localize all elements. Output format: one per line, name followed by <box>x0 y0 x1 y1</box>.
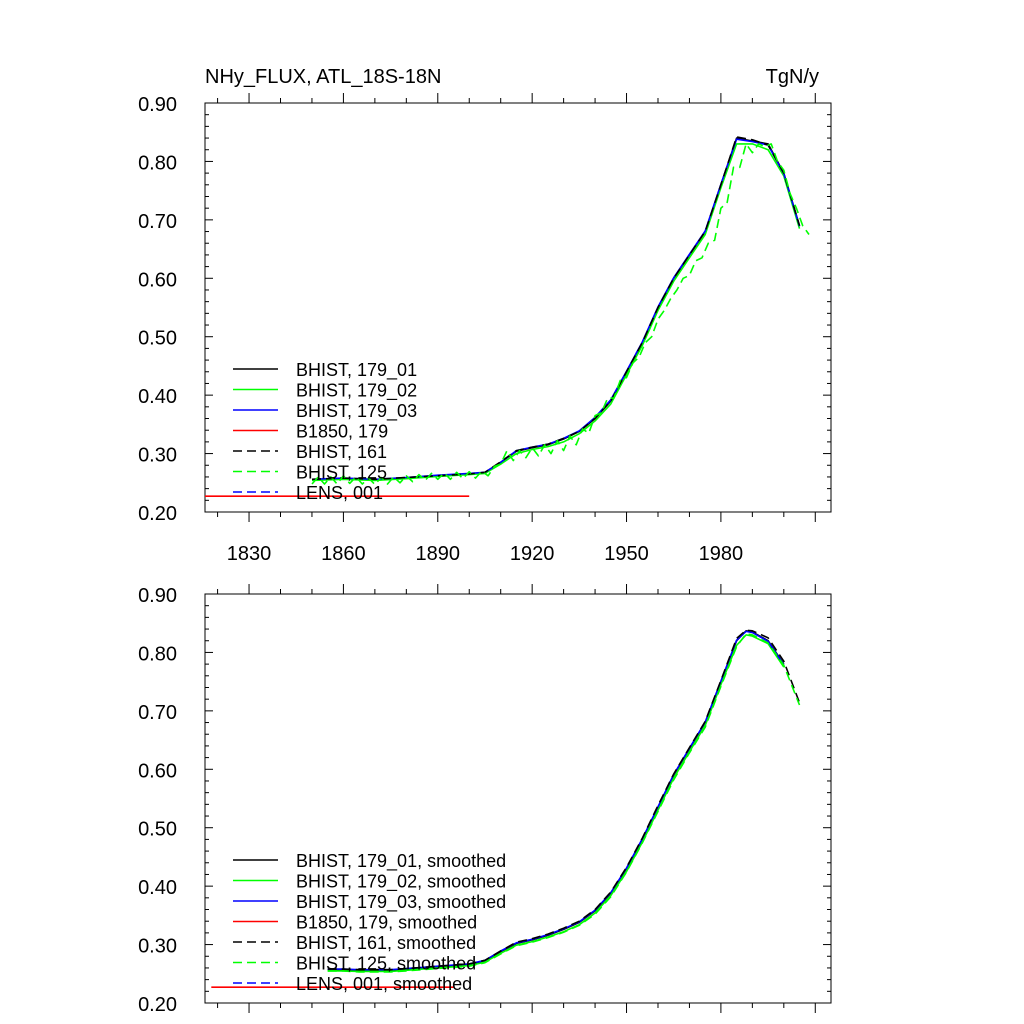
legend-label: BHIST, 179_03 <box>296 401 417 422</box>
y-tick-label: 0.50 <box>138 819 177 841</box>
series-line-4 <box>327 629 801 971</box>
legend-label: BHIST, 125 <box>296 463 387 483</box>
legend-label: BHIST, 161 <box>296 442 387 462</box>
x-tick-label: 1890 <box>416 543 461 565</box>
legend-label: BHIST, 161, smoothed <box>296 933 476 953</box>
x-tick-label: 1920 <box>510 543 555 565</box>
y-tick-label: 0.80 <box>138 152 177 174</box>
plot-frame <box>204 593 832 1004</box>
legend-label: LENS, 001 <box>296 483 383 503</box>
bottom-panel: 0.20 0.30 0.40 0.50 0.60 0.70 0.80 0.90 BHIST, 1… <box>138 584 832 1016</box>
legend-label: BHIST, 179_02 <box>296 381 417 402</box>
x-tick-label: 1860 <box>321 543 366 565</box>
plot-frame <box>204 102 832 513</box>
chart-title: NHy_FLUX, ATL_18S-18N <box>205 66 441 88</box>
y-tick-label: 0.60 <box>138 269 177 291</box>
units-label: TgN/y <box>766 66 819 88</box>
x-tick-label: 1950 <box>604 543 649 565</box>
top-panel: 0.20 0.30 0.40 0.50 0.60 0.70 0.80 0.90 1830 1860… <box>138 66 832 565</box>
y-tick-label: 0.20 <box>138 503 177 525</box>
y-tick-label: 0.90 <box>138 585 177 607</box>
series-group <box>205 136 810 498</box>
y-tick-label: 0.80 <box>138 643 177 665</box>
y-tick-label: 0.20 <box>138 994 177 1016</box>
legend-label: B1850, 179 <box>296 422 388 442</box>
y-tick-label: 0.90 <box>138 94 177 116</box>
series-line-5 <box>327 632 801 973</box>
legend-label: BHIST, 179_02, smoothed <box>296 872 506 893</box>
legend-label: BHIST, 179_01, smoothed <box>296 851 506 872</box>
y-tick-label: 0.60 <box>138 760 177 782</box>
legend-label: LENS, 001, smoothed <box>296 974 472 994</box>
legend-label: BHIST, 179_01 <box>296 360 417 381</box>
y-tick-label: 0.40 <box>138 386 177 408</box>
y-tick-label: 0.30 <box>138 445 177 467</box>
legend-label: B1850, 179, smoothed <box>296 913 477 933</box>
legend-label: BHIST, 125, smoothed <box>296 954 476 974</box>
legend-label: BHIST, 179_03, smoothed <box>296 892 506 913</box>
series-group <box>211 629 801 989</box>
y-tick-label: 0.40 <box>138 877 177 899</box>
series-line-1 <box>311 143 801 482</box>
y-tick-label: 0.30 <box>138 936 177 958</box>
y-tick-label: 0.50 <box>138 328 177 350</box>
series-line-4 <box>311 136 801 481</box>
y-tick-label: 0.70 <box>138 211 177 233</box>
x-tick-label: 1830 <box>227 543 272 565</box>
y-tick-label: 0.70 <box>138 702 177 724</box>
x-tick-label: 1980 <box>699 543 744 565</box>
